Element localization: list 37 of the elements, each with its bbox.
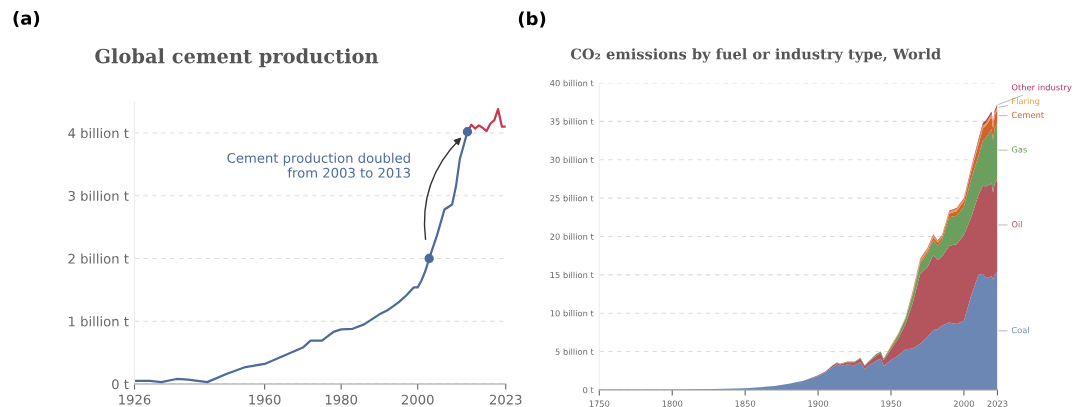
y-tick-label: 1 billion t <box>68 316 129 327</box>
x-tick-label: 1960 <box>249 394 281 405</box>
y-tick-label: 30 billion t <box>550 156 594 164</box>
series-label: Gas <box>1011 146 1027 153</box>
chart-title: CO₂ emissions by fuel or industry type, World <box>570 48 941 63</box>
x-tick-label: 1980 <box>325 394 358 405</box>
x-tick-label: 2023 <box>489 394 522 405</box>
y-tick-label: 10 billion t <box>550 310 594 317</box>
text: Other industry <box>1011 83 1072 93</box>
y-tick-label: 4 billion t <box>68 127 129 139</box>
x-tick-label: 2000 <box>953 400 974 407</box>
x-tick-label: 1750 <box>589 400 610 407</box>
series-label: Cement <box>1011 111 1044 119</box>
annotation: Cement production doubled from 2003 to 2013 <box>227 152 410 178</box>
chart-title: Global cement production <box>95 48 379 68</box>
x-tick-label: 1800 <box>662 400 683 407</box>
text: (a) <box>13 10 40 27</box>
y-tick-label: 35 billion t <box>550 118 594 125</box>
y-tick-label: 25 billion t <box>550 194 594 202</box>
y-tick-label: 2 billion t <box>68 253 129 264</box>
x-tick-label: 2023 <box>987 400 1008 407</box>
y-tick-label: 15 billion t <box>550 271 594 279</box>
y-tick-label: 20 billion t <box>550 233 594 240</box>
x-tick-label: 1900 <box>808 400 829 407</box>
y-tick-label: 40 billion t <box>550 79 594 87</box>
x-tick-label: 1926 <box>119 394 151 405</box>
y-tick-label: 3 billion t <box>68 190 129 201</box>
y-tick-label: 0 t <box>583 386 594 394</box>
series-label: Flaring <box>1012 97 1040 106</box>
series-label: Oil <box>1011 220 1022 228</box>
series-label: Coal <box>1011 326 1029 334</box>
y-tick-label: 5 billion t <box>555 348 594 355</box>
x-tick-label: 2000 <box>401 394 434 405</box>
text: (b) <box>518 11 546 28</box>
x-tick-label: 1950 <box>881 400 902 407</box>
x-tick-label: 1850 <box>735 400 756 407</box>
y-tick-label: 0 t <box>112 379 129 390</box>
